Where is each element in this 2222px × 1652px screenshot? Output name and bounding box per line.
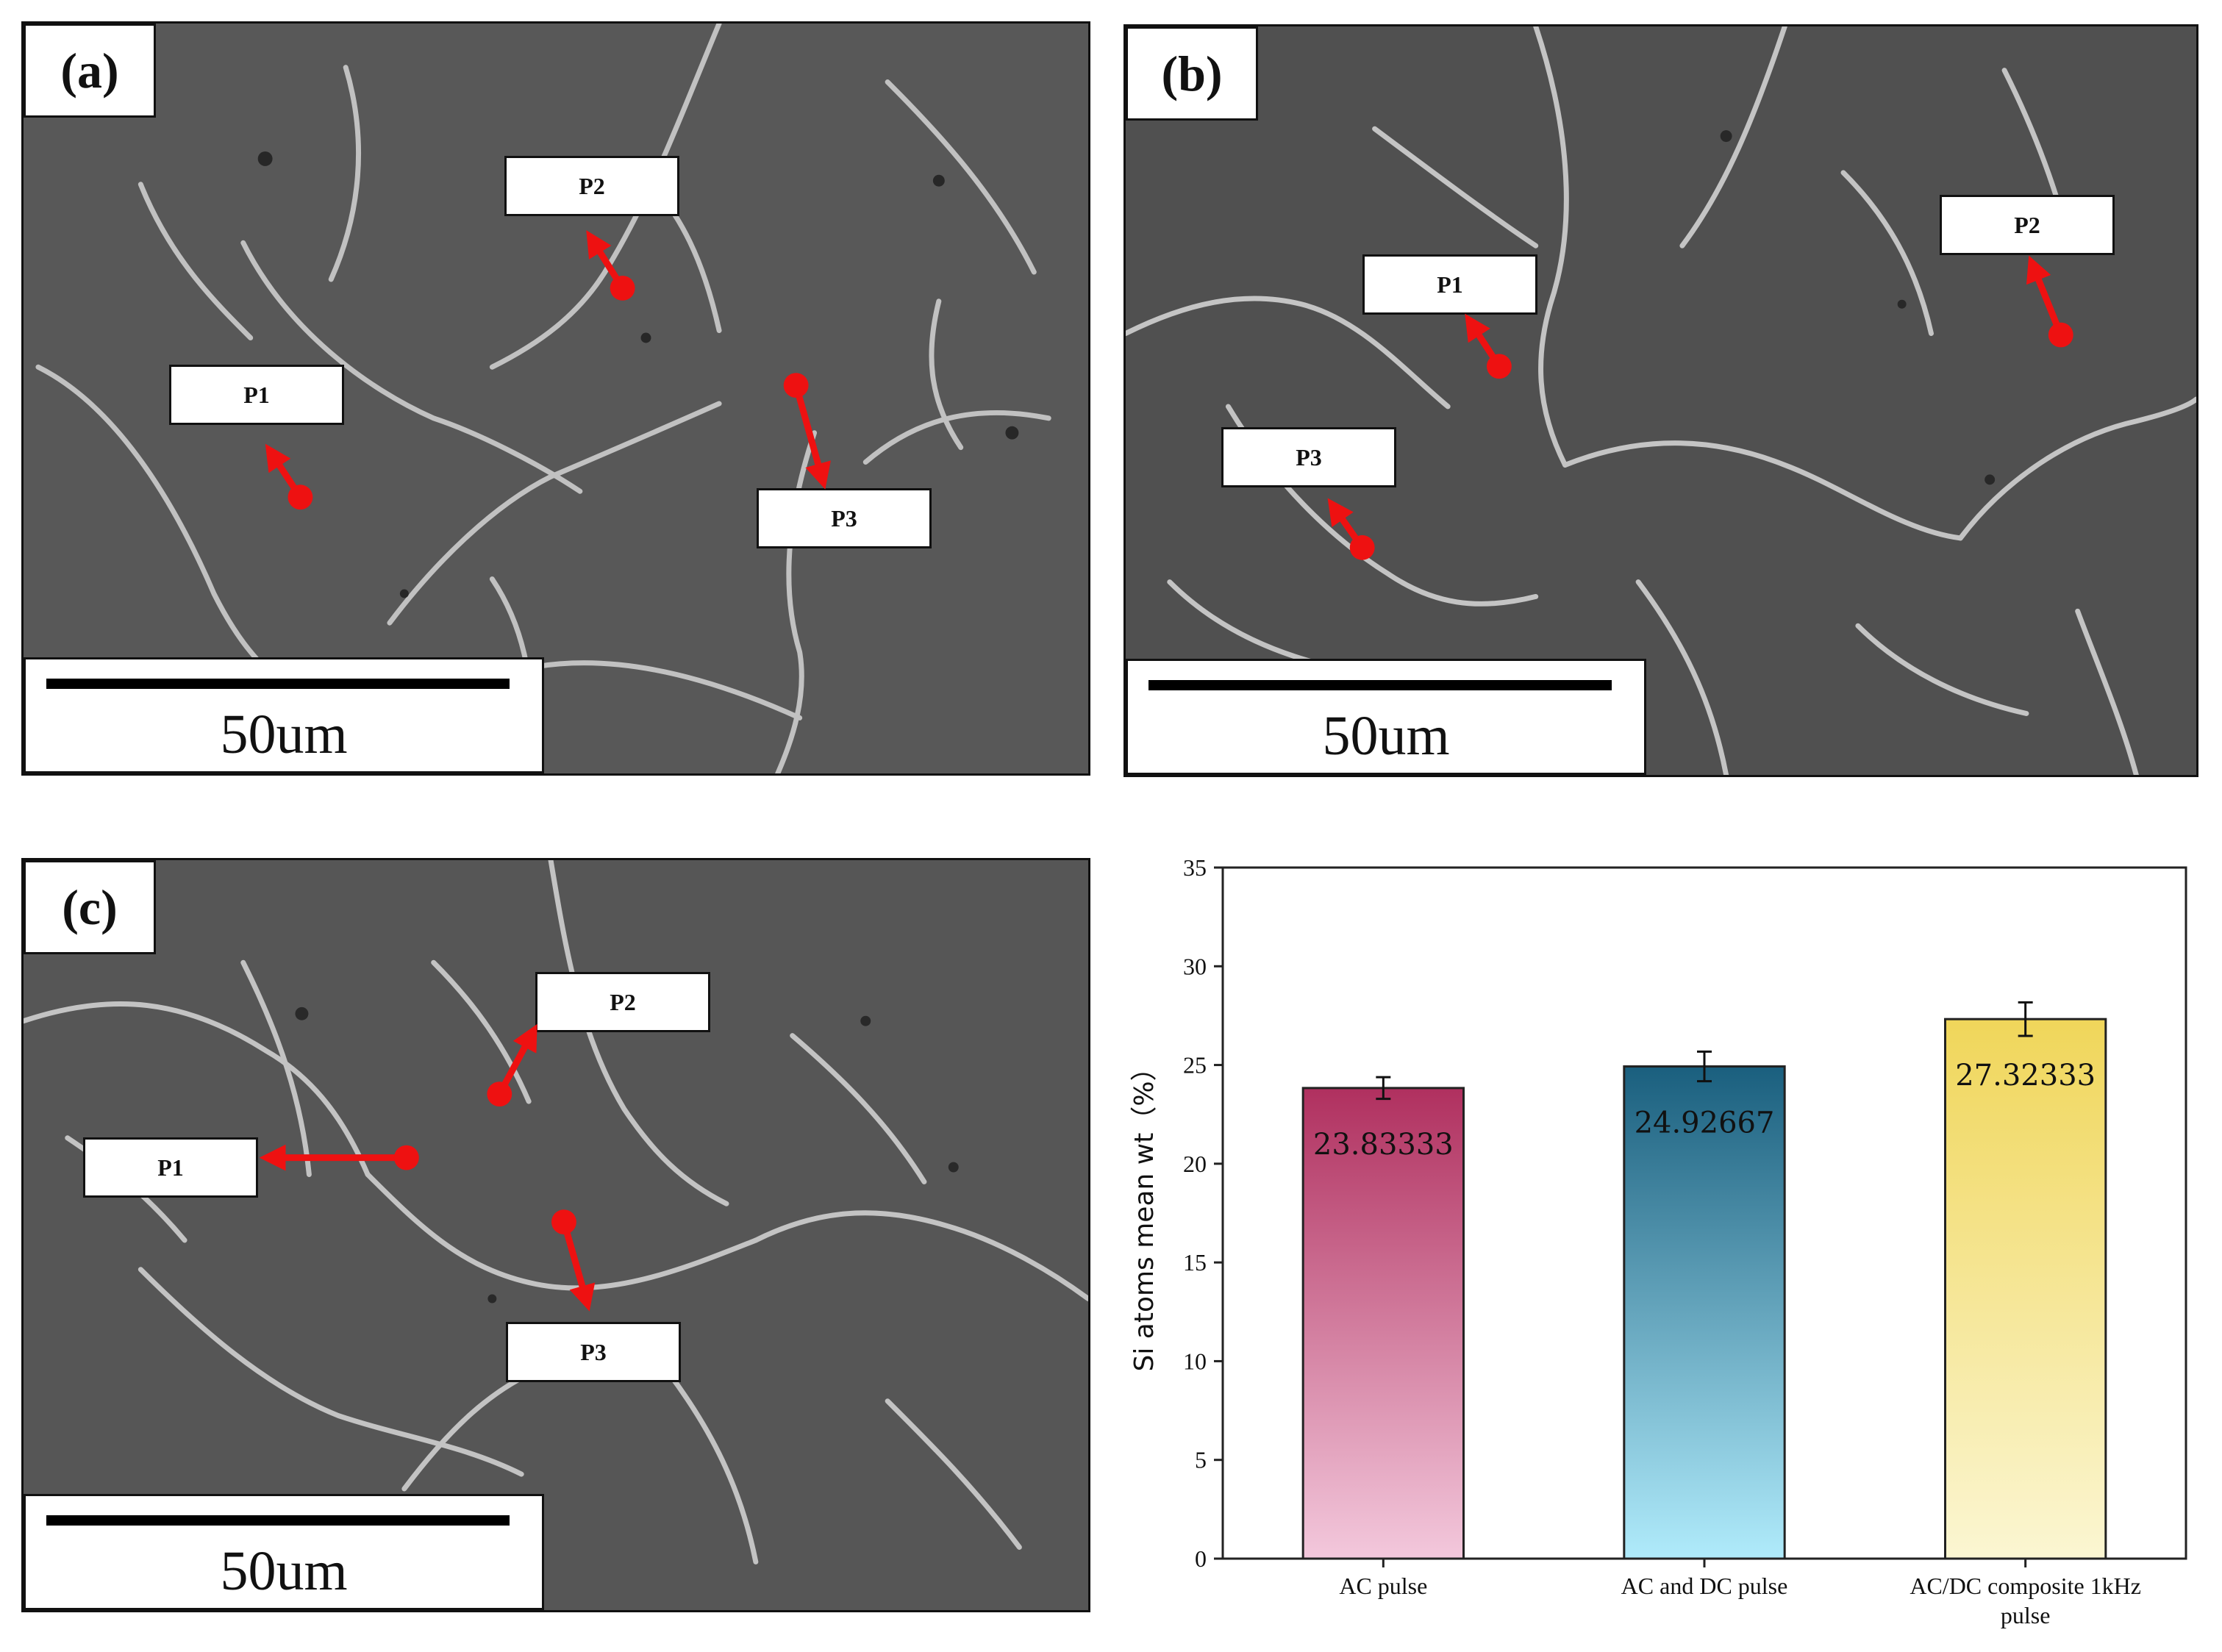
bar — [1623, 1065, 1786, 1560]
point-label-p2-a: P2 — [504, 156, 679, 216]
point-label-p1-b: P1 — [1362, 254, 1537, 315]
point-label-p1-a: P1 — [169, 365, 344, 425]
point-label-p3-a: P3 — [757, 488, 932, 548]
scale-bar-c — [46, 1515, 510, 1526]
point-label-p1-c: P1 — [83, 1137, 258, 1198]
point-label-p2-b: P2 — [1940, 195, 2115, 255]
axes — [1214, 866, 2187, 1567]
sem-micrograph-b — [1126, 26, 2196, 775]
bar-value-label: 23.83333 — [1313, 1128, 1454, 1162]
scale-label-a: 50um — [220, 704, 348, 765]
x-category-label: AC pulse — [1339, 1573, 1427, 1599]
bar-value-label: 24.92667 — [1635, 1106, 1775, 1140]
panel-label-b: (b) — [1126, 26, 1258, 121]
chart-labels: 0 5 10 15 20 25 30 35 Si atoms mean wt（%） 23.8333… — [1129, 854, 2141, 1628]
scale-label-c: 50um — [220, 1540, 348, 1602]
y-tick-label: 25 — [1183, 1052, 1207, 1079]
y-tick-label: 30 — [1183, 953, 1207, 979]
y-tick-label: 5 — [1195, 1447, 1207, 1473]
x-category-label: AC/DC composite 1kHz — [1910, 1573, 2141, 1599]
x-category-label: pulse — [2001, 1602, 2051, 1628]
x-category-label: AC and DC pulse — [1621, 1573, 1788, 1599]
bar-value-label: 27.32333 — [1955, 1059, 2096, 1093]
panel-label-c: (c) — [24, 860, 156, 954]
panel-label-a: (a) — [24, 24, 156, 118]
point-label-p3-c: P3 — [506, 1322, 681, 1382]
y-tick-label: 10 — [1183, 1348, 1207, 1374]
scale-label-b: 50um — [1322, 705, 1450, 767]
bar-group — [1301, 1001, 2107, 1560]
bar-chart-svg: 0 5 10 15 20 25 30 35 Si atoms mean wt（%） 23.8333… — [1129, 854, 2187, 1628]
y-axis-title: Si atoms mean wt（%） — [1129, 1054, 1160, 1371]
sem-panel-b: (b) P1 P2 P3 50um — [1123, 24, 2198, 777]
bar-chart: 0 5 10 15 20 25 30 35 Si atoms mean wt（%） 23.8333… — [1123, 845, 2212, 1640]
bar — [1944, 1018, 2107, 1560]
point-label-p3-b: P3 — [1221, 427, 1396, 487]
scale-bar-b — [1148, 680, 1612, 690]
bar — [1301, 1087, 1465, 1560]
y-tick-label: 0 — [1195, 1545, 1207, 1572]
sem-panel-c: (c) P1 P2 P3 50um — [21, 858, 1090, 1612]
scale-bar-box-a: 50um — [24, 657, 544, 773]
point-label-p2-c: P2 — [535, 972, 710, 1032]
y-tick-label: 15 — [1183, 1249, 1207, 1276]
sem-panel-a: (a) P1 P2 P3 50um — [21, 21, 1090, 776]
y-tick-label: 35 — [1183, 854, 1207, 881]
scale-bar-a — [46, 679, 510, 689]
scale-bar-box-b: 50um — [1126, 659, 1646, 775]
y-tick-label: 20 — [1183, 1151, 1207, 1177]
scale-bar-box-c: 50um — [24, 1494, 544, 1610]
